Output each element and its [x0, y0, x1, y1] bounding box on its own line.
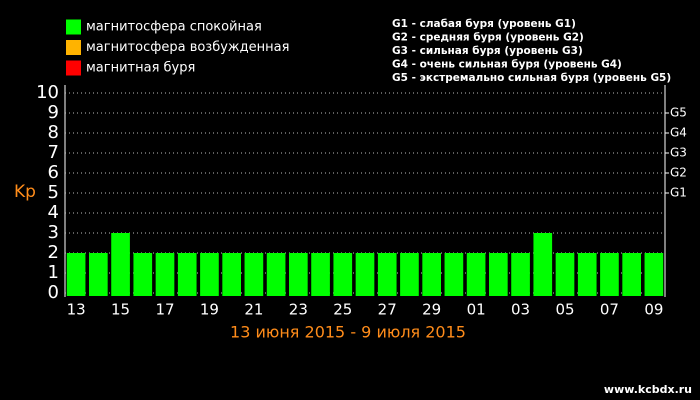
bar: [244, 253, 264, 296]
x-tick-label: 03: [511, 301, 530, 319]
x-tick-label: 01: [467, 301, 486, 319]
bar: [466, 253, 486, 296]
level-note: G1 - слабая буря (уровень G1): [392, 18, 576, 30]
y2-tick-label: G4: [670, 126, 687, 140]
legend-swatch: [66, 40, 81, 55]
bar: [400, 253, 419, 296]
y2-tick-label: G5: [670, 106, 687, 120]
bar: [600, 253, 619, 296]
bar: [444, 253, 464, 296]
bar: [222, 253, 241, 296]
bar: [555, 253, 575, 296]
bar: [177, 253, 197, 296]
bar: [533, 233, 553, 296]
y2-tick-label: G1: [670, 186, 687, 200]
y-tick-label: 6: [48, 162, 59, 183]
bar: [200, 253, 219, 296]
y-tick-label: 10: [36, 82, 59, 103]
x-tick-label: 05: [555, 301, 574, 319]
bar: [377, 253, 397, 296]
level-note: G4 - очень сильная буря (уровень G4): [392, 59, 622, 71]
legend-label: магнитосфера спокойная: [86, 20, 262, 35]
legend-label: магнитная буря: [86, 61, 195, 76]
x-tick-label: 13: [67, 301, 86, 319]
bar: [111, 233, 130, 296]
y-tick-label: 0: [48, 282, 59, 303]
legend-swatch: [66, 19, 81, 35]
bar: [89, 253, 108, 296]
x-tick-label: 15: [111, 301, 130, 319]
bar: [355, 253, 375, 296]
x-tick-label: 09: [644, 301, 663, 319]
x-tick-label: 21: [244, 301, 263, 319]
x-tick-label: 19: [200, 301, 219, 319]
watermark: www.kcbdx.ru: [604, 383, 692, 396]
level-note: G3 - сильная буря (уровень G3): [392, 45, 583, 57]
y-tick-label: 8: [48, 122, 59, 143]
y-tick-label: 9: [48, 102, 59, 123]
x-tick-label: 27: [378, 301, 397, 319]
y2-tick-label: G3: [670, 146, 687, 160]
x-tick-label: 17: [155, 301, 174, 319]
bar: [644, 253, 664, 296]
y-tick-label: 7: [48, 142, 59, 163]
x-tick-label: 29: [422, 301, 441, 319]
bar: [289, 253, 308, 296]
level-note: G5 - экстремально сильная буря (уровень …: [392, 72, 671, 84]
y-tick-label: 4: [48, 202, 59, 223]
bar: [577, 253, 597, 296]
y2-tick-label: G2: [670, 166, 687, 180]
legend-swatch: [66, 60, 81, 76]
bar: [511, 253, 530, 296]
y-tick-label: 3: [48, 222, 59, 243]
bar: [311, 253, 330, 296]
bar: [133, 253, 153, 296]
bar: [333, 253, 353, 296]
bar: [622, 253, 641, 296]
subtitle: 13 июня 2015 - 9 июля 2015: [230, 323, 466, 342]
y-tick-label: 5: [48, 182, 59, 203]
y-tick-label: 2: [48, 242, 59, 263]
bar: [155, 253, 175, 296]
x-tick-label: 07: [600, 301, 619, 319]
bar: [266, 253, 286, 296]
bar: [66, 253, 86, 296]
bar: [422, 253, 441, 296]
x-tick-label: 25: [333, 301, 352, 319]
legend-label: магнитосфера возбужденная: [86, 40, 289, 55]
y-tick-label: 1: [48, 262, 59, 283]
bar: [489, 253, 508, 296]
y-axis-label: Kp: [14, 182, 36, 202]
x-tick-label: 23: [289, 301, 308, 319]
level-note: G2 - средняя буря (уровень G2): [392, 32, 584, 44]
